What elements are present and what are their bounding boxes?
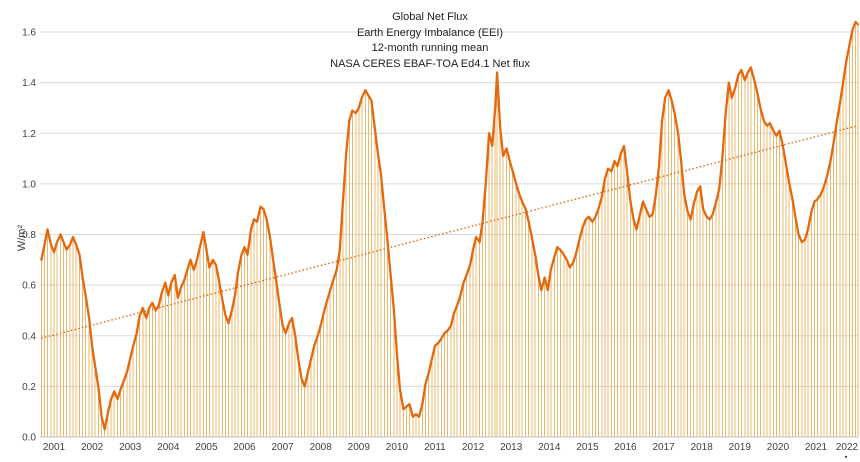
x-tick-label: 2005	[195, 442, 218, 453]
x-tick-label: 2020	[767, 442, 790, 453]
x-tick-label: 2010	[386, 442, 409, 453]
x-tick-label: 2016	[614, 442, 637, 453]
x-tick-label: 2006	[233, 442, 256, 453]
y-tick-label: 0.2	[22, 382, 36, 393]
end-marker-dot: ▪	[845, 454, 848, 461]
drop-lines	[40, 21, 859, 437]
y-tick-label: 0.4	[22, 331, 36, 342]
y-tick-label: 0.8	[22, 230, 36, 241]
x-tick-label: 2004	[157, 442, 180, 453]
x-tick-label: 2009	[348, 442, 371, 453]
x-tick-label: 2012	[462, 442, 485, 453]
x-tick-label: 2008	[310, 442, 333, 453]
y-tick-label: 0.0	[22, 433, 36, 444]
y-tick-labels: 0.0 0.2 0.4 0.6 0.8 1.0 1.2 1.4 1.6	[22, 28, 36, 444]
x-tick-label: 2015	[576, 442, 599, 453]
x-tick-label: 2017	[652, 442, 675, 453]
x-tick-label: 2013	[500, 442, 523, 453]
x-tick-label: 2002	[81, 442, 104, 453]
x-tick-label: 2011	[424, 442, 446, 453]
x-tick-label: 2007	[271, 442, 294, 453]
x-tick-labels: 2001 2002 2003 2004 2005 2006 2007 2008 2009 2010…	[43, 442, 859, 453]
x-tick-label: 2003	[119, 442, 142, 453]
series-line	[40, 20, 860, 431]
y-tick-label: 0.6	[22, 281, 36, 292]
y-tick-label: 1.6	[22, 28, 36, 39]
x-tick-label: 2001	[43, 442, 66, 453]
x-tick-label: 2022	[836, 442, 859, 453]
y-tick-label: 1.0	[22, 179, 36, 190]
y-tick-label: 1.2	[22, 129, 36, 140]
y-tick-label: 1.4	[22, 78, 36, 89]
x-tick-label: 2019	[729, 442, 752, 453]
y-axis-title: W/m²	[16, 224, 28, 252]
x-tick-label: 2018	[691, 442, 714, 453]
x-tick-label: 2021	[805, 442, 828, 453]
x-tick-label: 2014	[538, 442, 561, 453]
